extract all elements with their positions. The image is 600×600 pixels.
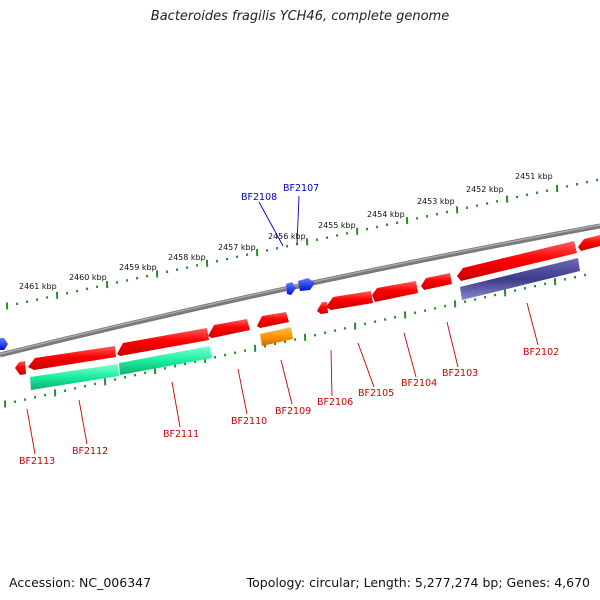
gene-label-bf2108: BF2108 xyxy=(241,192,277,203)
gene-right-edge xyxy=(578,235,600,251)
gene-bf2113 xyxy=(15,361,26,375)
kbp-label: 2461 kbp xyxy=(19,282,57,291)
gene-label-bf2104: BF2104 xyxy=(401,378,437,389)
gene-bf2111 xyxy=(117,328,209,356)
kbp-label: 2452 kbp xyxy=(466,185,504,194)
cds-teal-1 xyxy=(30,364,119,390)
kbp-label: 2453 kbp xyxy=(417,197,455,206)
outer-scale-track xyxy=(6,178,599,310)
cds-navy xyxy=(460,258,580,300)
gene-label-bf2111: BF2111 xyxy=(163,429,199,440)
gene-label-bf2110: BF2110 xyxy=(231,416,267,427)
cds-orange xyxy=(260,327,293,346)
kbp-label: 2451 kbp xyxy=(515,172,553,181)
accession-text: Accession: NC_006347 xyxy=(9,575,152,590)
blue-feature-bf2107 xyxy=(298,278,315,291)
genome-summary-text: Topology: circular; Length: 5,277,274 bp… xyxy=(246,575,590,590)
cds-teal-2 xyxy=(119,346,212,375)
map-title: Bacteroides fragilis YCH46, complete gen… xyxy=(150,9,450,24)
gene-features xyxy=(0,235,600,390)
blue-feature-left xyxy=(0,338,8,350)
gene-label-bf2103: BF2103 xyxy=(442,368,478,379)
gene-label-bf2109: BF2109 xyxy=(275,406,311,417)
gene-label-bf2105: BF2105 xyxy=(358,388,394,399)
gene-bf2105 xyxy=(326,291,373,310)
inner-scale-track xyxy=(4,273,587,408)
gene-label-bf2102: BF2102 xyxy=(523,347,559,358)
gene-bf2103 xyxy=(421,273,452,290)
gene-label-bf2106: BF2106 xyxy=(317,397,353,408)
kbp-label: 2454 kbp xyxy=(367,210,405,219)
kbp-label: 2455 kbp xyxy=(318,221,356,230)
gene-label-bf2112: BF2112 xyxy=(72,446,108,457)
kbp-label: 2458 kbp xyxy=(168,253,206,262)
gene-bf2102 xyxy=(457,241,577,281)
kbp-label: 2456 kbp xyxy=(268,232,306,241)
gene-label-bf2107: BF2107 xyxy=(283,183,319,194)
gene-bf2106 xyxy=(317,302,328,314)
gene-bf2109 xyxy=(257,312,289,328)
gene-bf2104 xyxy=(372,281,418,302)
leader-lines xyxy=(26,195,539,455)
gene-bf2112 xyxy=(28,346,116,370)
blue-feature-bf2108 xyxy=(286,282,296,295)
gene-labels: BF2102 BF2103 BF2104 BF2105 BF2106 BF210… xyxy=(19,183,559,467)
kbp-label: 2457 kbp xyxy=(218,243,256,252)
gene-bf2110 xyxy=(208,319,250,338)
gene-label-bf2113: BF2113 xyxy=(19,456,55,467)
kbp-label: 2460 kbp xyxy=(69,273,107,282)
kbp-labels: 2461 kbp 2460 kbp 2459 kbp 2458 kbp 2457… xyxy=(19,172,553,291)
kbp-label: 2459 kbp xyxy=(119,263,157,272)
